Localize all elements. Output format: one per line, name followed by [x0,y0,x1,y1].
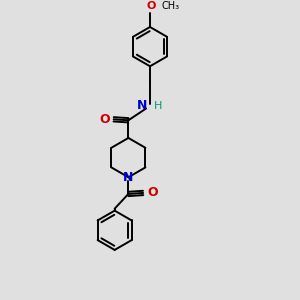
Text: N: N [137,99,147,112]
Text: CH₃: CH₃ [162,1,180,11]
Text: N: N [123,171,134,184]
Text: O: O [147,187,158,200]
Text: O: O [146,1,156,11]
Text: O: O [99,113,110,126]
Text: H: H [154,100,162,111]
